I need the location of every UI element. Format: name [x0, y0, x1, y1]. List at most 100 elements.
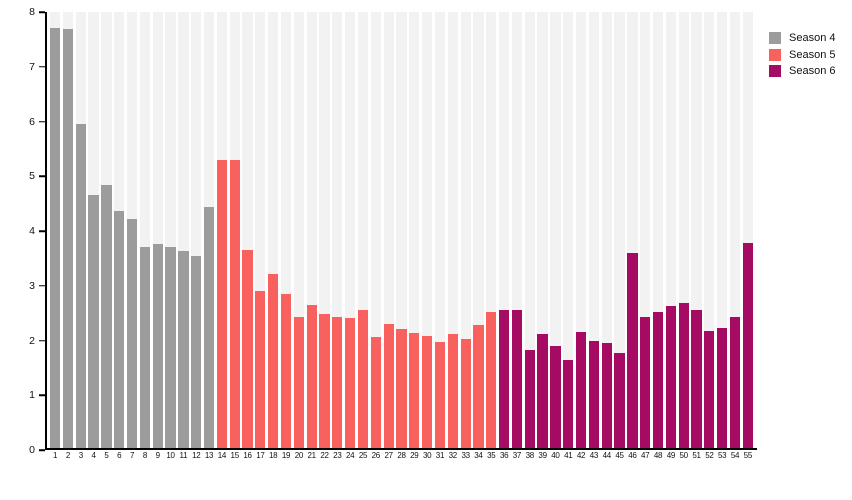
bar-season-4 [203, 207, 215, 448]
legend: Season 4 Season 5 Season 6 [769, 32, 835, 77]
bar-slot: 50 [678, 12, 689, 460]
bar-slot: 21 [306, 12, 317, 460]
x-tick-label: 45 [615, 451, 624, 460]
bar-slot: 42 [575, 12, 587, 460]
bar-slot: 22 [319, 12, 330, 460]
bar-season-4 [101, 184, 112, 448]
x-tick-label: 26 [371, 451, 381, 460]
bar-slot: 31 [434, 12, 446, 460]
bar-season-5 [422, 336, 433, 448]
bar-slot: 7 [126, 12, 138, 460]
bar-season-5 [473, 324, 484, 448]
bar-season-5 [229, 160, 240, 448]
bar-season-5 [255, 291, 266, 448]
bar-slot: 26 [370, 12, 381, 460]
bar-season-6 [498, 310, 510, 448]
y-tick-mark [39, 66, 45, 68]
bar-slot: 30 [422, 12, 433, 460]
legend-label: Season 5 [789, 48, 836, 61]
bar-season-4 [126, 218, 138, 448]
bar-slot: 25 [357, 12, 369, 460]
x-tick-label: 19 [281, 451, 291, 460]
y-tick-mark [39, 230, 45, 232]
bar-season-6 [691, 310, 702, 448]
y-tick-mark [39, 394, 45, 396]
x-tick-label: 38 [525, 451, 535, 460]
bar-slot: 1 [50, 12, 61, 460]
bar-season-6 [601, 342, 612, 448]
bar-season-5 [319, 313, 330, 448]
bar-slot: 18 [268, 12, 279, 460]
bar-season-5 [447, 334, 458, 448]
bar-season-5 [460, 339, 471, 448]
x-tick-label: 53 [718, 451, 727, 460]
y-tick-label: 6 [29, 115, 35, 128]
y-tick-label: 5 [29, 170, 35, 183]
x-tick-label: 6 [117, 451, 122, 460]
bar-slot: 9 [152, 12, 163, 460]
bar-slot: 6 [114, 12, 125, 460]
x-tick-label: 55 [743, 451, 753, 460]
bar-season-5 [357, 310, 369, 448]
y-tick-label: 4 [29, 225, 35, 237]
bar-slot: 52 [704, 12, 715, 460]
bar-slot: 39 [537, 12, 548, 460]
y-tick-mark [39, 175, 45, 177]
x-tick-label: 2 [65, 451, 71, 460]
bar-slot: 41 [563, 12, 574, 460]
bar-season-6 [717, 327, 728, 448]
x-tick-label: 47 [641, 451, 650, 460]
bar-season-6 [524, 349, 535, 448]
x-tick-label: 46 [628, 451, 637, 460]
x-tick-label: 23 [333, 451, 342, 460]
x-tick-label: 51 [692, 451, 701, 460]
x-tick-label: 27 [384, 451, 393, 460]
bar-slot: 17 [255, 12, 266, 460]
y-tick-mark [39, 449, 45, 451]
bar-season-4 [114, 210, 125, 448]
x-tick-label: 32 [448, 451, 458, 460]
x-tick-label: 37 [512, 451, 522, 460]
bar-season-6 [742, 242, 753, 448]
bar-season-6 [627, 253, 638, 448]
bar-season-5 [434, 342, 446, 448]
bar-slot: 23 [332, 12, 343, 460]
bar-season-5 [370, 337, 381, 448]
bar-season-6 [563, 360, 574, 448]
bar-slot: 24 [345, 12, 356, 460]
bar-season-4 [88, 194, 99, 448]
x-tick-label: 3 [78, 451, 83, 460]
x-tick-label: 41 [564, 451, 573, 460]
bar-slot: 29 [409, 12, 420, 460]
bar-season-5 [396, 328, 407, 448]
x-tick-label: 21 [307, 451, 317, 460]
bar-slot: 5 [101, 12, 112, 460]
bar-season-4 [178, 250, 189, 448]
bar-season-4 [75, 123, 86, 448]
bar-slot: 20 [293, 12, 304, 460]
bar-season-6 [640, 316, 651, 448]
bar-slot: 33 [460, 12, 471, 460]
legend-label: Season 4 [789, 32, 836, 44]
bar-season-5 [242, 249, 253, 448]
bar-slot: 34 [473, 12, 484, 460]
x-tick-label: 25 [358, 451, 368, 460]
x-tick-label: 39 [538, 451, 547, 460]
bar-season-6 [550, 345, 561, 448]
bar-slot: 13 [203, 12, 215, 460]
bar-season-6 [588, 341, 600, 448]
x-tick-label: 30 [422, 451, 432, 460]
x-tick-label: 4 [91, 451, 96, 460]
bars-container: 1 2 3 4 5 6 7 8 9 10 11 12 13 14 15 16 17 18 19 20 21 22 23 24 2… [47, 12, 757, 460]
x-tick-label: 48 [653, 451, 663, 460]
x-tick-label: 7 [130, 451, 135, 460]
bar-slot: 11 [178, 12, 189, 460]
x-tick-label: 36 [499, 451, 509, 460]
x-tick-label: 14 [217, 451, 227, 460]
bar-season-6 [652, 312, 664, 448]
x-tick-label: 22 [320, 451, 329, 460]
bar-season-5 [306, 304, 317, 448]
legend-item: Season 6 [769, 65, 835, 77]
y-tick-label: 1 [29, 389, 35, 402]
bar-slot: 2 [62, 12, 74, 460]
